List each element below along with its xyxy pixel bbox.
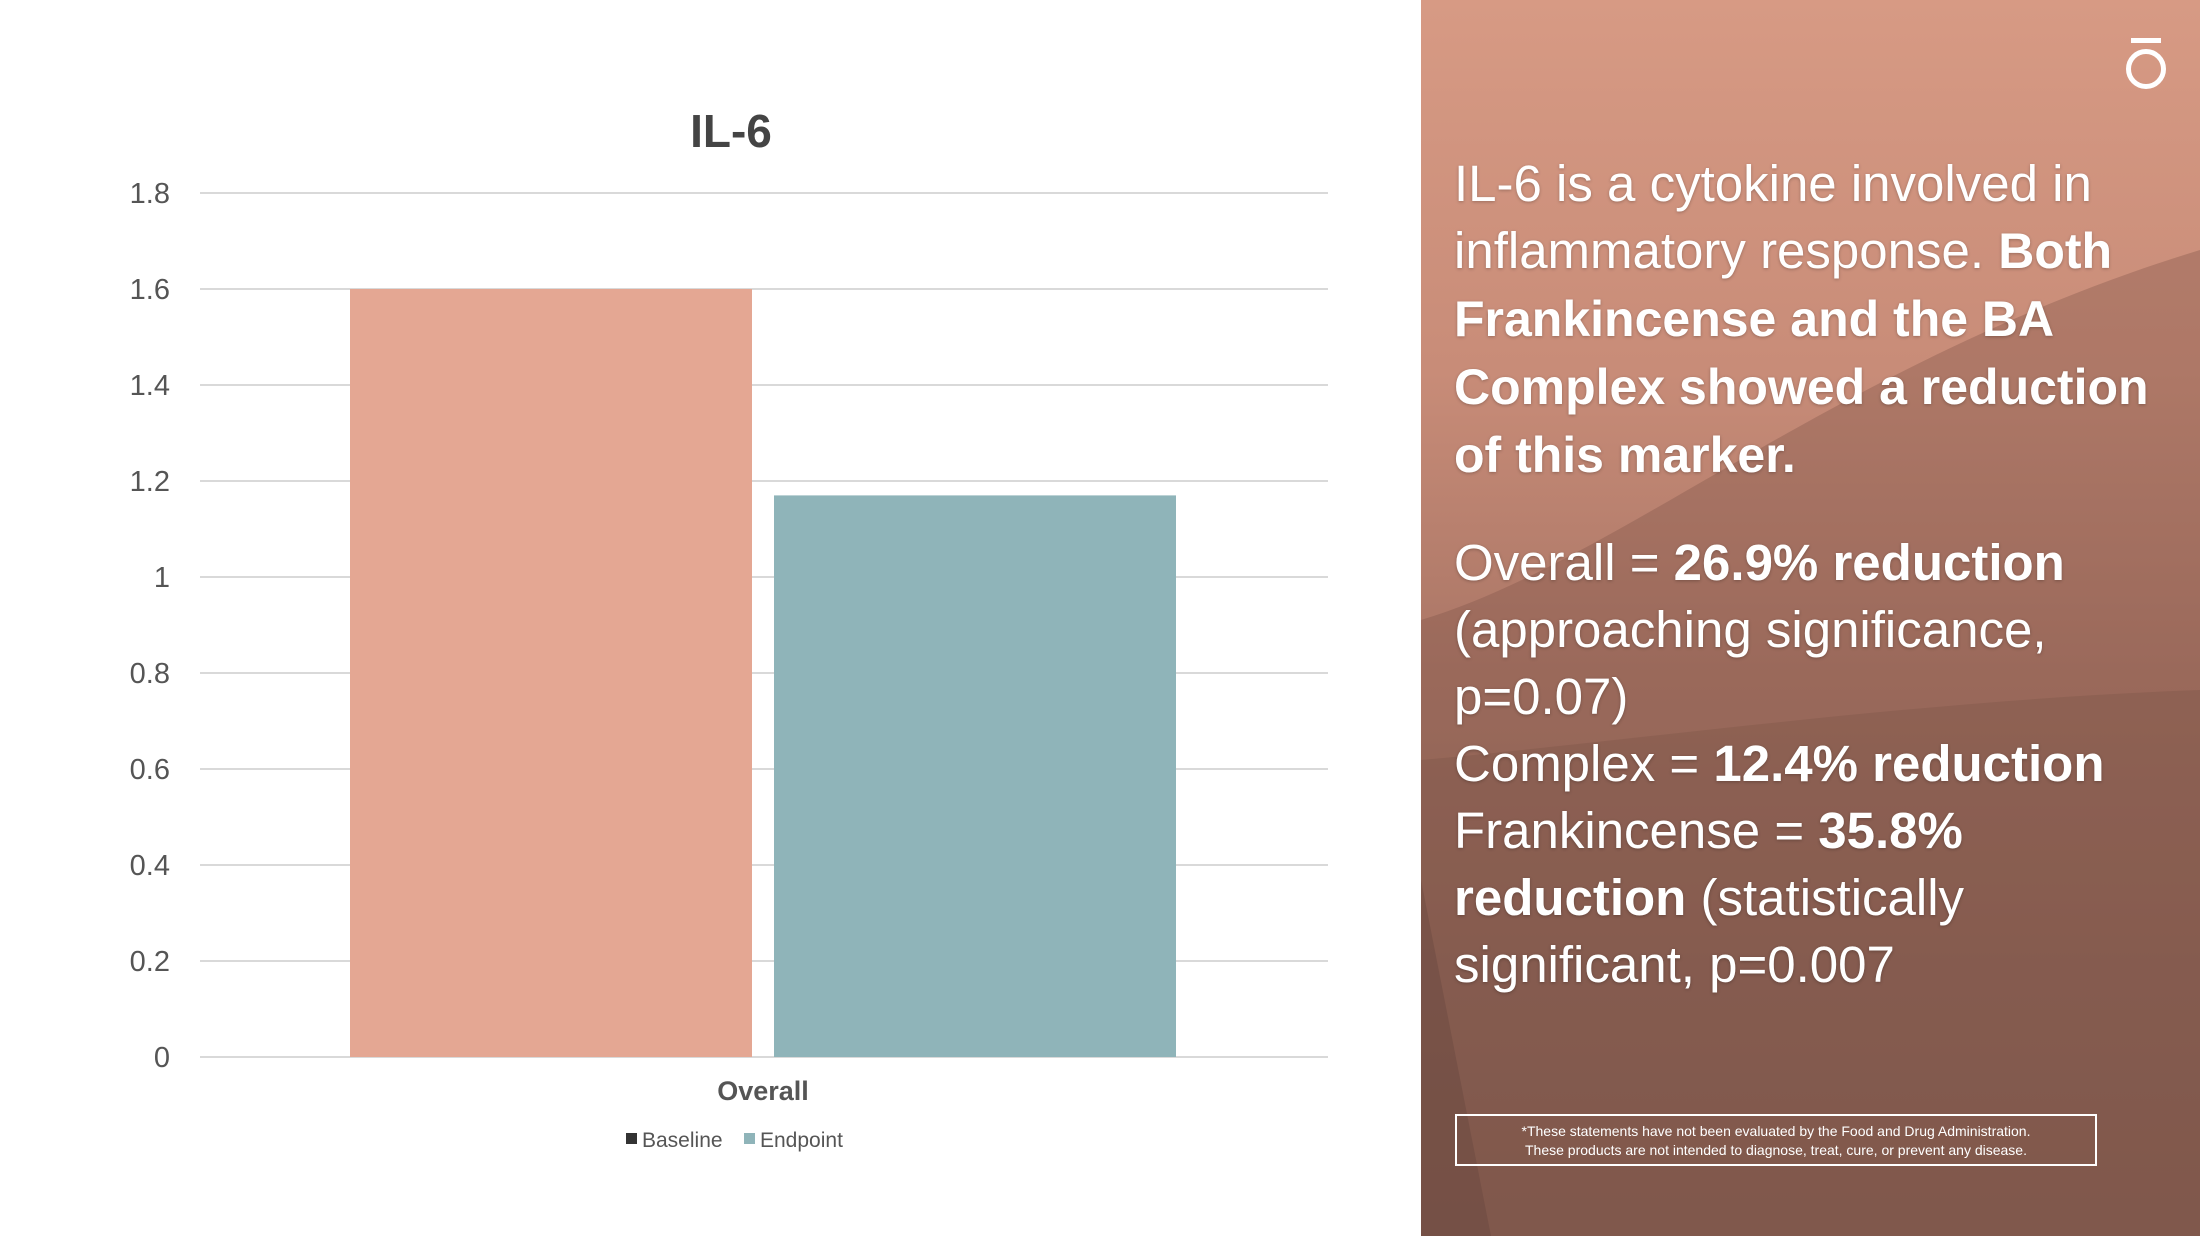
y-tick-label: 0.6 [130,754,170,786]
complex-label: Complex = [1454,735,1714,792]
bar-baseline [350,289,752,1057]
y-tick-label: 0 [154,1042,170,1074]
y-tick-label: 1.2 [130,466,170,498]
chart-title: IL-6 [690,105,772,157]
description-text: IL-6 is a cytokine involved in inflammat… [1454,150,2174,998]
intro-text: IL-6 is a cytokine involved in inflammat… [1454,155,2092,279]
y-tick-label: 1.6 [130,274,170,306]
chart-panel: IL-6 0 0.2 0.4 0.6 0.8 1 1.2 1.4 1.6 1.8 Overall Bas… [129,105,1328,1152]
y-tick-label: 0.4 [130,850,170,882]
y-tick-label: 0.2 [130,946,170,978]
x-category-label: Overall [717,1076,809,1106]
y-tick-label: 1.8 [130,178,170,210]
legend-marker-baseline [626,1133,637,1144]
legend-label-baseline: Baseline [642,1129,723,1152]
stats-list: Overall = 26.9% reduction (approaching s… [1454,529,2174,998]
info-panel: IL-6 is a cytokine involved in inflammat… [1421,0,2200,1236]
frankincense-value: 35.8% reduction [1454,802,1963,926]
overall-note: (approaching significance, p=0.07) [1454,601,2047,725]
bar-endpoint [774,495,1176,1057]
y-tick-label: 1 [154,562,170,594]
disclaimer-line-2: These products are not intended to diagn… [1525,1142,2027,1158]
il6-bar-chart: IL-6 0 0.2 0.4 0.6 0.8 1 1.2 1.4 1.6 1.8 Overall Bas… [130,105,1328,1152]
y-tick-label: 1.4 [130,370,170,402]
legend-marker-endpoint [744,1133,755,1144]
disclaimer-line-1: *These statements have not been evaluate… [1521,1123,2031,1139]
frankincense-note: (statistically significant, p=0.007 [1454,869,1965,993]
intro-bold-text: Both Frankincense and the BA Complex sho… [1454,223,2149,483]
frankincense-label: Frankincense = [1454,802,1819,859]
y-tick-label: 0.8 [130,658,170,690]
complex-value: 12.4% reduction [1713,735,2105,792]
fda-disclaimer: *These statements have not been evaluate… [1455,1114,2097,1166]
overall-value: 26.9% reduction [1673,534,2065,591]
legend-label-endpoint: Endpoint [760,1129,843,1152]
brand-logo-icon [2126,38,2166,89]
background-landscape [1421,250,2200,1236]
overall-label: Overall = [1454,534,1674,591]
